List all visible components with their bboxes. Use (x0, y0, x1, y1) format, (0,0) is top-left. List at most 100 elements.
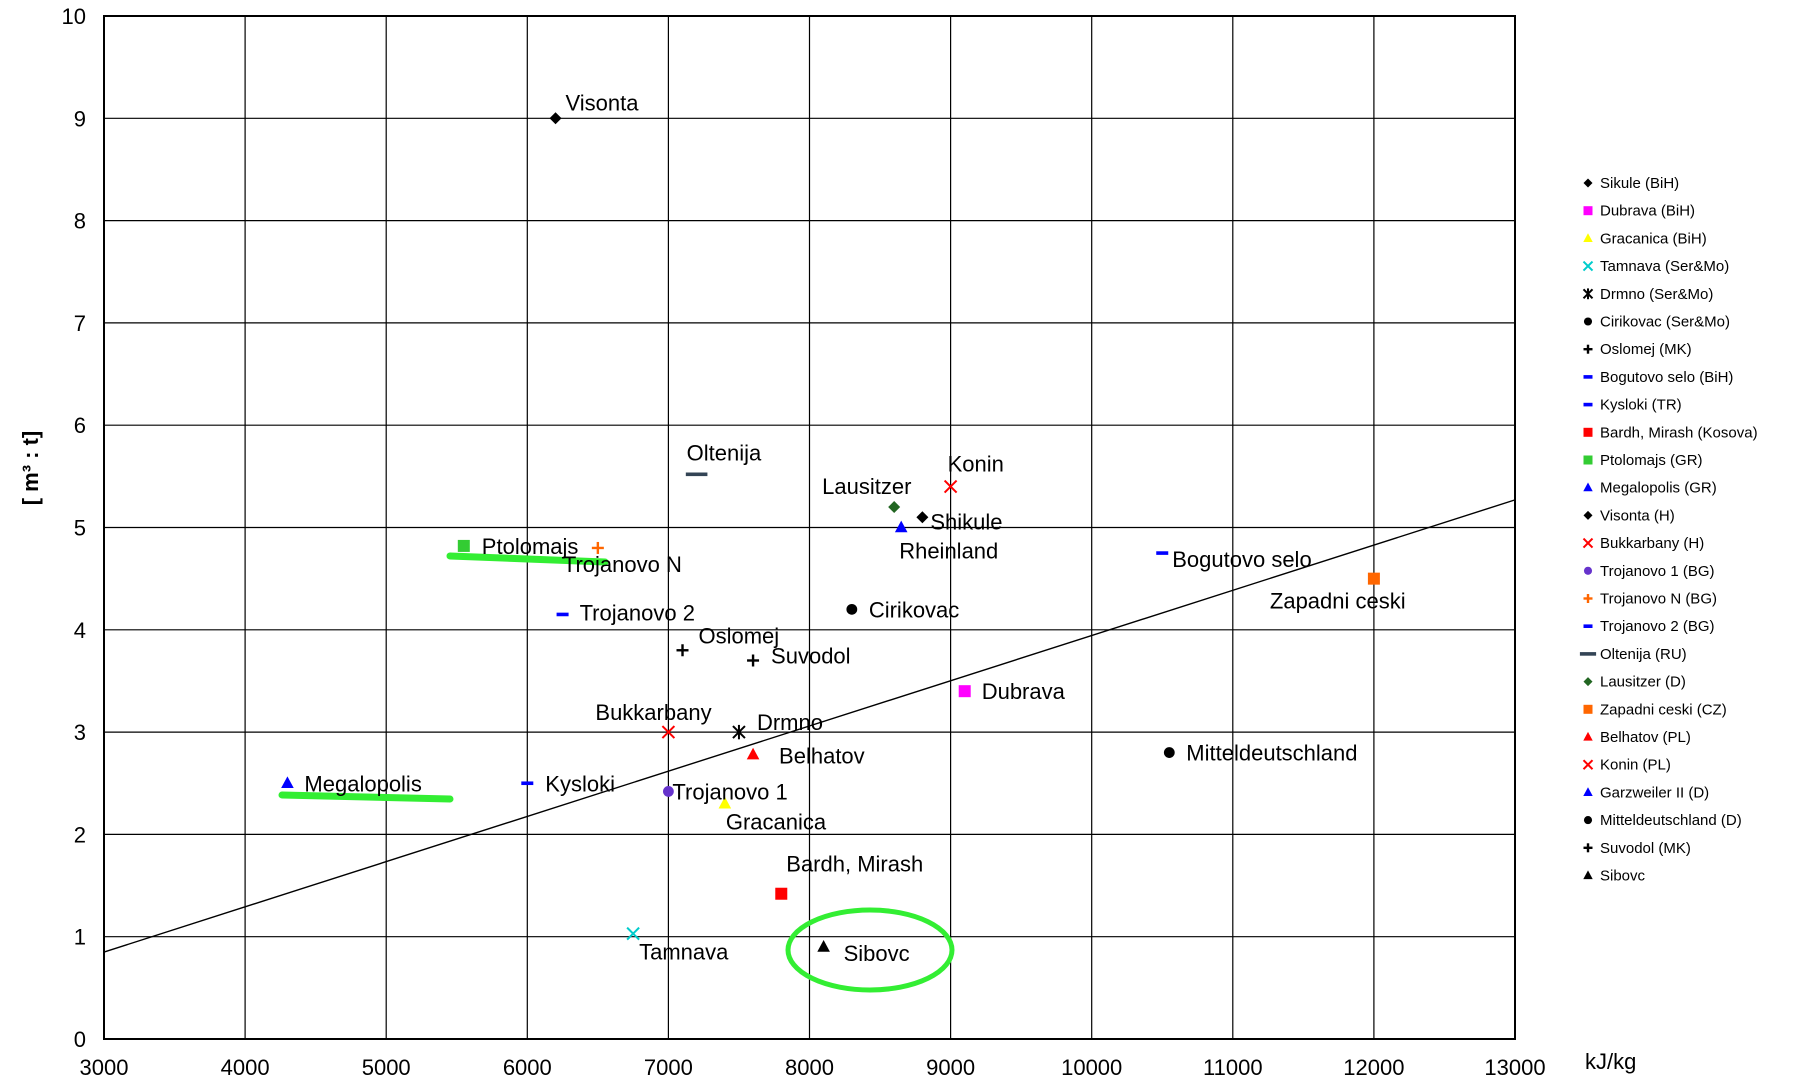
x-stroke (1582, 759, 1594, 770)
x-stroke (943, 479, 958, 494)
data-point (1163, 747, 1175, 758)
square-shape (958, 685, 971, 698)
circle-shape (663, 786, 674, 797)
point-label: Oslomej (699, 623, 780, 648)
data-point (685, 472, 708, 477)
legend-marker (1583, 566, 1593, 575)
legend-entry: Gracanica (BiH) (1600, 230, 1707, 247)
point-label: Cirikovac (869, 597, 959, 622)
x-tick-label: 3000 (80, 1055, 129, 1080)
x-stroke (1582, 537, 1594, 549)
point-label: Trojanovo N (563, 552, 682, 577)
x-stroke (626, 926, 640, 941)
legend-marker (1583, 427, 1593, 437)
highlight-annotations (278, 552, 955, 993)
data-point (591, 541, 604, 554)
triangle-shape (281, 776, 294, 789)
triangle-shape (1583, 731, 1593, 741)
legend-marker (1583, 704, 1593, 714)
x-axis-label: kJ/kg (1585, 1049, 1636, 1074)
legend-entry: Sibovc (1600, 868, 1646, 885)
data-point (676, 644, 689, 657)
trendline (103, 499, 1516, 953)
x-tick-label: 9000 (926, 1055, 975, 1080)
legend-entry: Oltenija (RU) (1600, 646, 1687, 663)
highlight-circle-sibovc (785, 907, 955, 993)
triangle-shape (1583, 787, 1593, 796)
circle-shape (846, 603, 858, 615)
y-tick-label: 5 (74, 516, 86, 541)
data-point (661, 725, 676, 739)
y-tick-label: 2 (74, 822, 86, 847)
point-label: Megalopolis (304, 771, 421, 796)
square-shape (1367, 572, 1380, 585)
legend-marker (1583, 816, 1593, 825)
diamond-shape (1583, 677, 1593, 687)
diamond-shape (549, 112, 562, 125)
square-shape (1583, 704, 1593, 714)
legend-marker (1582, 260, 1594, 272)
legend-marker (1582, 759, 1594, 770)
legend-marker (1583, 402, 1593, 407)
legend-marker (1583, 482, 1593, 492)
legend-entry: Bogutovo selo (BiH) (1600, 369, 1733, 386)
data-point (1156, 551, 1169, 555)
point-label: Gracanica (726, 810, 827, 835)
data-point (888, 501, 901, 514)
legend-entry: Bukkarbany (H) (1600, 535, 1704, 552)
legend-entry: Cirikovac (Ser&Mo) (1600, 314, 1730, 331)
x-tick-label: 6000 (503, 1055, 552, 1080)
x-tick-label: 8000 (785, 1055, 834, 1080)
point-label: Zapadni ceski (1270, 589, 1406, 614)
data-point (521, 781, 534, 786)
point-label: Visonta (566, 90, 640, 115)
legend-entry: Dubrava (BiH) (1600, 203, 1695, 220)
y-tick-label: 4 (74, 618, 86, 643)
legend-entry: Zapadni ceski (CZ) (1600, 701, 1727, 718)
x-tick-label: 11000 (1203, 1055, 1263, 1080)
legend-entry: Trojanovo 1 (BG) (1600, 563, 1715, 580)
y-tick-label: 6 (74, 413, 86, 438)
longdash-shape (1579, 652, 1597, 656)
y-tick-label: 3 (74, 720, 86, 745)
point-label: Bogutovo selo (1172, 547, 1311, 572)
longdash-shape (685, 472, 708, 477)
data-point (556, 612, 569, 617)
legend-marker (1583, 206, 1593, 216)
legend-marker (1583, 455, 1593, 465)
data-point (775, 887, 788, 900)
square-shape (775, 887, 788, 900)
legend-entry: Konin (PL) (1600, 757, 1671, 774)
legend-entry: Suvodol (MK) (1600, 840, 1691, 857)
point-label: Suvodol (771, 643, 851, 668)
legend-marker (1583, 787, 1593, 796)
legend: Sikule (BiH) Dubrava (BiH) Gracanica (BiH)… (1579, 175, 1758, 885)
y-axis-label: [ m³ : t] (18, 431, 43, 506)
legend-marker (1583, 233, 1593, 242)
dash-shape (556, 612, 569, 617)
legend-entry: Ptolomajs (GR) (1600, 452, 1703, 469)
legend-marker (1583, 624, 1593, 628)
data-point (732, 724, 746, 740)
point-labels: Shikule Dubrava Gracanica Tamnava Drmno Cirik… (304, 90, 1405, 966)
legend-entry: Oslomej (MK) (1600, 341, 1692, 358)
legend-entry: Drmno (Ser&Mo) (1600, 286, 1713, 303)
data-point (549, 112, 562, 125)
triangle-shape (1583, 870, 1593, 880)
point-label: Rheinland (899, 539, 998, 564)
square-shape (1583, 206, 1593, 216)
y-tick-label: 8 (74, 209, 86, 234)
data-point (718, 796, 732, 809)
diamond-shape (916, 511, 929, 524)
data-point (457, 539, 470, 552)
legend-marker (1583, 375, 1593, 379)
y-tick-label: 0 (74, 1027, 86, 1052)
data-point (894, 520, 908, 533)
point-label: Lausitzer (822, 474, 911, 499)
data-point (916, 511, 929, 524)
highlight-underline-megalopolis (278, 791, 454, 803)
point-label: Oltenija (687, 440, 762, 465)
x-tick-label: 4000 (221, 1055, 270, 1080)
x-axis-ticks: 3000 4000 5000 6000 7000 8000 9000 10000 11000 12… (80, 1055, 1546, 1080)
dash-shape (1583, 375, 1593, 379)
